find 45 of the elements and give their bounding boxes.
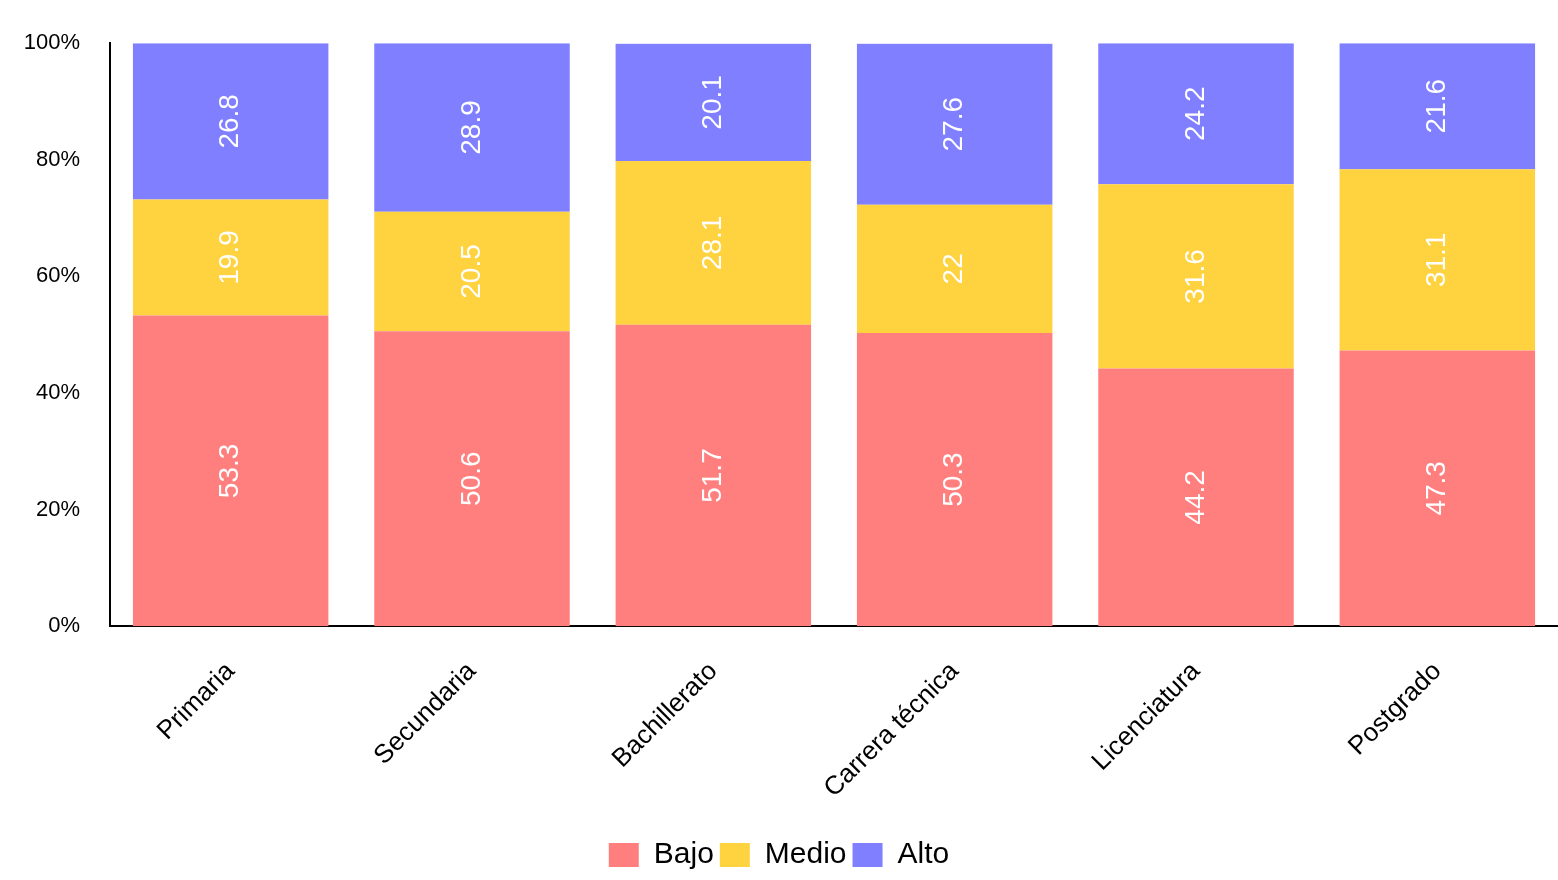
y-tick-label: 20% [35, 495, 80, 521]
y-tick-label: 80% [35, 145, 80, 171]
legend-label: Alto [897, 836, 950, 870]
data-label: 47.3 [1420, 461, 1452, 516]
bar [856, 204, 1053, 333]
data-label: 31.6 [1178, 249, 1210, 304]
bar [615, 160, 812, 325]
data-label: 26.8 [213, 94, 245, 149]
data-label: 51.7 [696, 448, 728, 503]
bar [1098, 43, 1294, 185]
data-label: 20.5 [454, 244, 486, 299]
bar [374, 331, 570, 627]
bar [1339, 43, 1536, 170]
data-label: 50.6 [454, 451, 486, 506]
data-label: 24.2 [1178, 86, 1210, 141]
data-label: 44.2 [1178, 470, 1210, 525]
y-tick-label: 40% [35, 379, 80, 405]
bar [615, 324, 812, 627]
y-tick-label: 100% [23, 29, 80, 55]
bar [856, 332, 1053, 627]
legend-label: Medio [764, 836, 847, 870]
bar [1339, 169, 1536, 351]
data-label: 21.6 [1420, 78, 1452, 134]
bar [132, 199, 329, 316]
bar [1098, 368, 1294, 627]
data-label: 53.3 [213, 443, 245, 499]
data-label: 27.6 [937, 97, 969, 152]
y-tick-label: 0% [48, 612, 80, 638]
bar [374, 211, 570, 332]
y-tick-label: 60% [35, 262, 80, 288]
bar [374, 43, 570, 212]
data-label: 22 [937, 253, 969, 285]
data-label: 20.1 [696, 75, 728, 130]
bar [1339, 350, 1536, 627]
legend-label: Bajo [653, 836, 714, 870]
data-label: 28.1 [696, 215, 728, 271]
data-label: 50.3 [937, 452, 969, 507]
data-label: 19.9 [213, 230, 245, 285]
data-label: 28.9 [454, 100, 486, 155]
bar [856, 43, 1053, 205]
data-label: 31.1 [1420, 232, 1452, 288]
bar [615, 43, 812, 161]
bar [132, 315, 329, 627]
bar [1098, 184, 1294, 369]
bar [132, 43, 329, 200]
